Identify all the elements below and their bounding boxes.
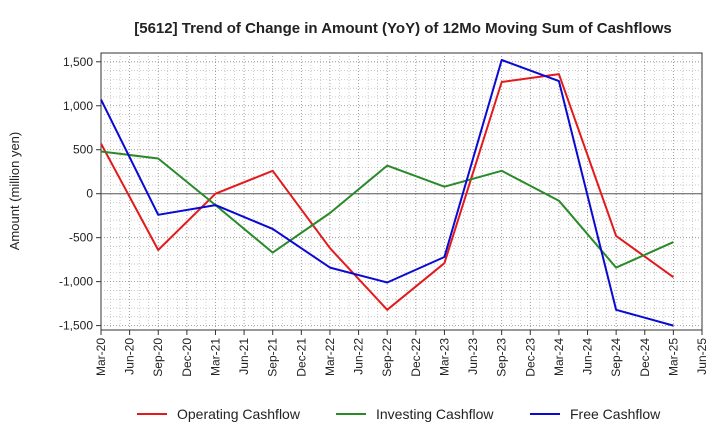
series-line-free-cashflow [100, 59, 674, 327]
chart-title: [5612] Trend of Change in Amount (YoY) o… [134, 20, 672, 37]
series-layer [100, 59, 674, 327]
x-tick-label: Jun-22 [352, 338, 366, 375]
x-tick-label: Jun-20 [123, 338, 137, 375]
x-tick-label: Dec-22 [409, 338, 423, 377]
x-tick-label: Mar-22 [323, 338, 337, 376]
y-tick-label: -1,000 [59, 275, 93, 289]
x-tick-label: Mar-20 [94, 338, 108, 376]
y-tick-label: -500 [69, 231, 93, 245]
x-tick-label: Sep-22 [380, 338, 394, 377]
plot-area [100, 52, 703, 331]
x-tick-label: Jun-23 [466, 338, 480, 375]
y-tick-label: 1,500 [63, 55, 93, 69]
x-tick-label: Mar-23 [437, 338, 451, 376]
legend-label: Operating Cashflow [177, 406, 301, 422]
x-tick-label: Jun-21 [237, 338, 251, 375]
x-tick-label: Dec-23 [523, 338, 537, 377]
x-tick-label: Sep-23 [495, 338, 509, 377]
x-tick-label: Jun-24 [581, 338, 595, 375]
legend-label: Free Cashflow [570, 406, 661, 422]
series-line-operating-cashflow [100, 73, 674, 311]
y-tick-label: 1,000 [63, 99, 93, 113]
x-tick-label: Dec-20 [180, 338, 194, 377]
x-tick-label: Jun-25 [695, 338, 709, 375]
x-tick-label: Mar-21 [208, 338, 222, 376]
x-tick-label: Dec-24 [638, 338, 652, 377]
x-tick-label: Sep-21 [266, 338, 280, 377]
y-tick-label: 500 [73, 143, 93, 157]
legend: Operating Cashflow Investing Cashflow Free… [137, 406, 661, 422]
y-tick-label: 0 [86, 187, 93, 201]
y-tick-label: -1,500 [59, 319, 93, 333]
series-line-investing-cashflow [100, 150, 674, 269]
x-tick-label: Sep-24 [609, 338, 623, 377]
legend-label: Investing Cashflow [376, 406, 494, 422]
x-tick-label: Mar-25 [666, 338, 680, 376]
y-axis-label: Amount (million yen) [7, 132, 22, 251]
x-tick-label: Mar-24 [552, 338, 566, 376]
x-tick-label: Dec-21 [294, 338, 308, 377]
grid-layer [100, 52, 703, 331]
axis-layer: -1,500 -1,000 -500 0 500 1,000 1,500 Mar-20 Jun-… [59, 55, 709, 377]
x-tick-label: Sep-20 [151, 338, 165, 377]
